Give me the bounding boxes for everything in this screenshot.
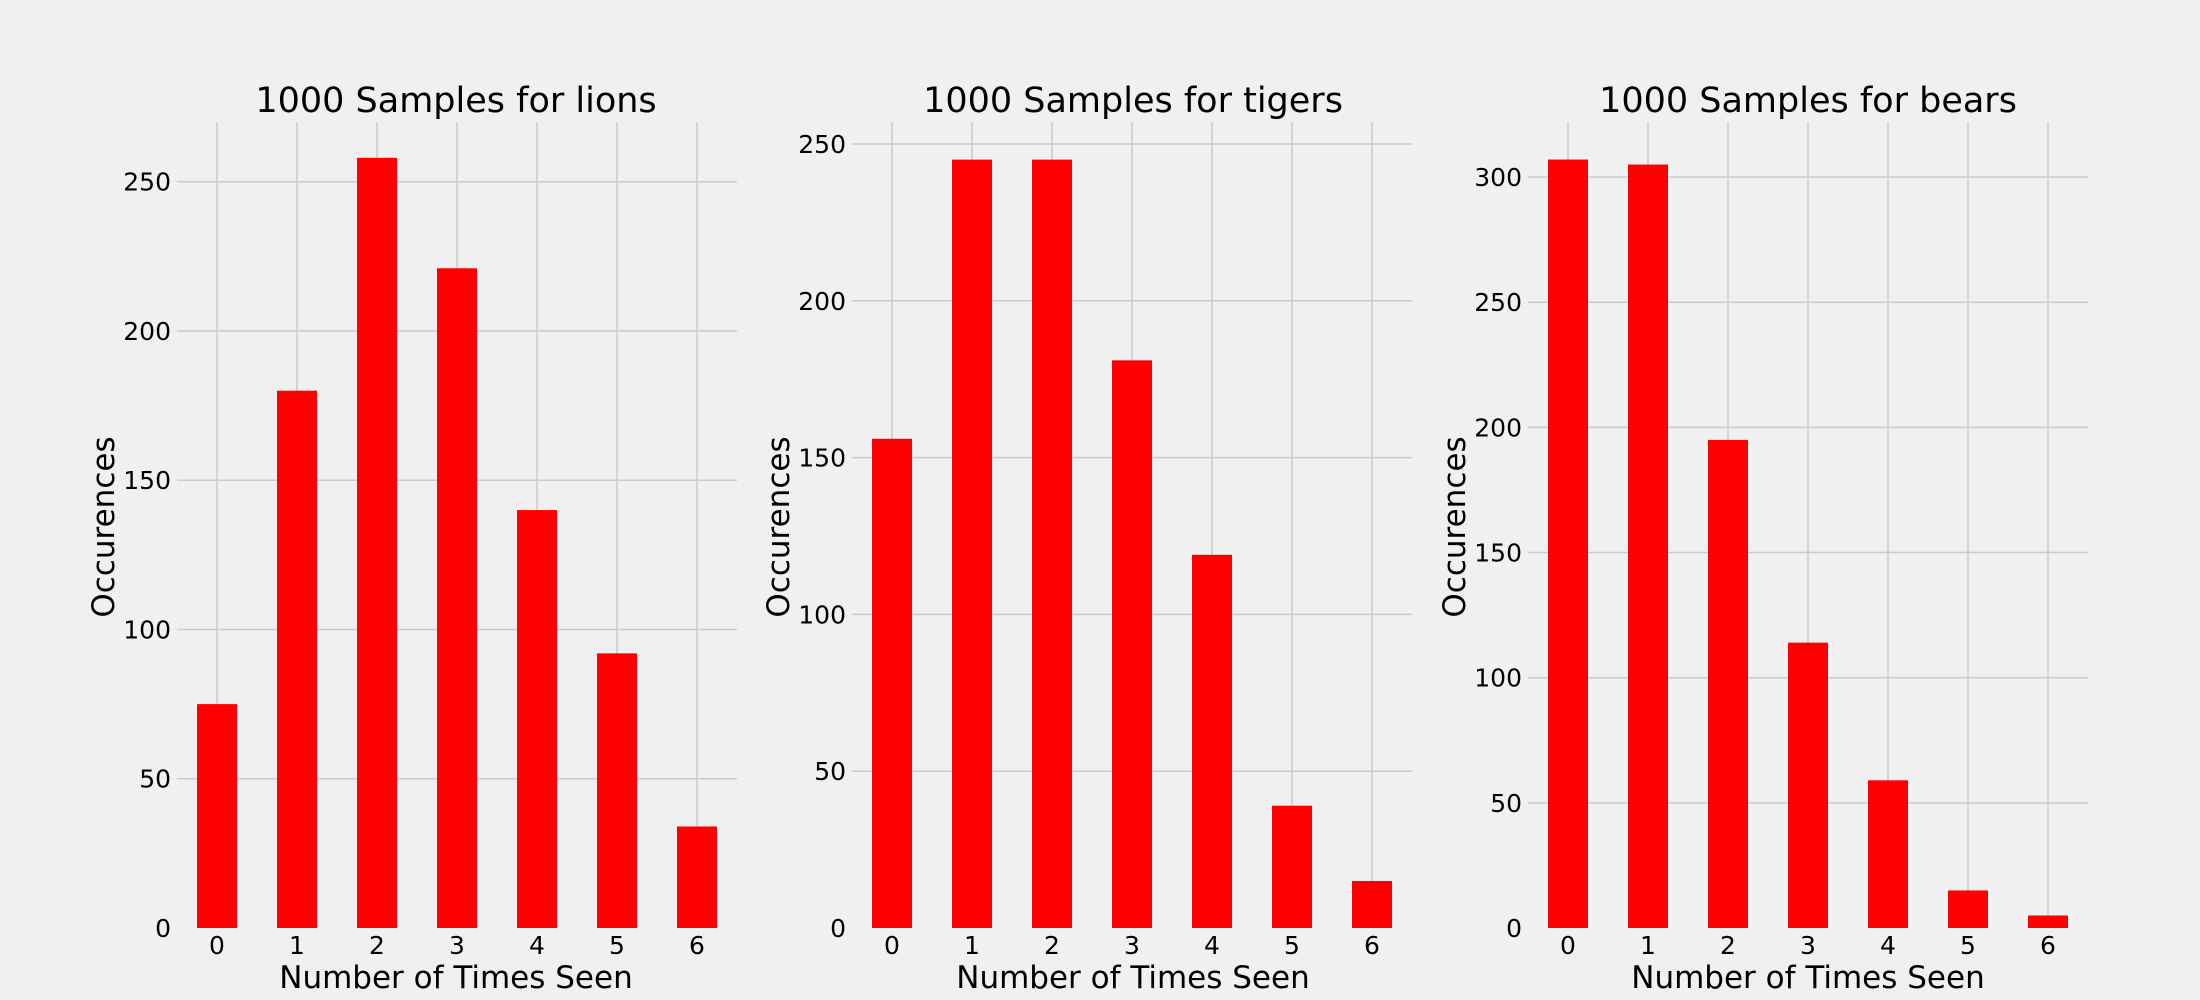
x-tick-label: 4 <box>1880 931 1896 960</box>
x-tick-label: 5 <box>609 931 625 960</box>
y-tick-label: 50 <box>139 765 171 794</box>
x-tick-label: 3 <box>1800 931 1816 960</box>
x-axis-label: Number of Times Seen <box>1631 960 1984 996</box>
bar-3 <box>437 268 477 929</box>
bar-0 <box>872 438 912 928</box>
x-tick-label: 6 <box>2040 931 2056 960</box>
x-tick-label: 6 <box>1364 931 1380 960</box>
x-tick-label: 4 <box>1204 931 1220 960</box>
chart-panel-tigers: 1000 Samples for tigers Occurences Numbe… <box>761 81 1412 996</box>
bar-5 <box>1272 805 1312 928</box>
bar-6 <box>677 826 717 928</box>
bars-layer <box>197 157 717 929</box>
chart-title: 1000 Samples for lions <box>255 81 656 121</box>
x-tick-label: 1 <box>964 931 980 960</box>
chart-title: 1000 Samples for bears <box>1599 81 2017 121</box>
bar-0 <box>1548 159 1588 929</box>
y-tick-label: 100 <box>798 600 846 629</box>
chart-panel-bears: 1000 Samples for bears Occurences Number… <box>1437 81 2088 996</box>
y-tick-label: 150 <box>123 466 171 495</box>
ticks-layer: 0 50 100 150 200 250 0 1 2 3 4 5 6 <box>123 168 705 960</box>
bars-layer <box>872 159 1392 928</box>
chart-panel-lions: 1000 Samples for lions Occurences Number… <box>86 81 737 996</box>
bar-4 <box>1868 780 1908 928</box>
y-tick-label: 250 <box>123 168 171 197</box>
x-tick-label: 2 <box>1044 931 1060 960</box>
y-tick-label: 150 <box>1474 539 1522 568</box>
bars-layer <box>1548 159 2068 929</box>
x-tick-label: 6 <box>689 931 705 960</box>
x-axis-label: Number of Times Seen <box>956 960 1309 996</box>
bar-0 <box>197 704 237 928</box>
y-tick-label: 50 <box>814 757 846 786</box>
x-tick-label: 2 <box>1720 931 1736 960</box>
bar-2 <box>357 157 397 929</box>
x-tick-label: 4 <box>529 931 545 960</box>
x-tick-label: 3 <box>1124 931 1140 960</box>
ticks-layer: 0 50 100 150 200 250 0 1 2 3 4 5 6 <box>798 130 1380 960</box>
ticks-layer: 0 50 100 150 200 250 300 0 1 2 3 4 5 6 <box>1474 163 2056 960</box>
bar-2 <box>1708 439 1748 928</box>
bar-6 <box>1352 880 1392 928</box>
x-tick-label: 5 <box>1960 931 1976 960</box>
bar-6 <box>2028 915 2068 928</box>
y-tick-label: 200 <box>123 317 171 346</box>
x-tick-label: 3 <box>449 931 465 960</box>
x-tick-label: 1 <box>1640 931 1656 960</box>
y-axis-label: Occurences <box>86 436 122 617</box>
x-tick-label: 0 <box>209 931 225 960</box>
y-tick-label: 100 <box>1474 664 1522 693</box>
y-tick-label: 250 <box>798 130 846 159</box>
y-tick-label: 250 <box>1474 288 1522 317</box>
bar-1 <box>277 390 317 929</box>
bar-1 <box>952 159 992 928</box>
bar-3 <box>1788 642 1828 928</box>
x-tick-label: 5 <box>1284 931 1300 960</box>
y-axis-label: Occurences <box>1437 436 1473 617</box>
y-axis-label: Occurences <box>761 436 797 617</box>
y-tick-label: 50 <box>1490 789 1522 818</box>
y-tick-label: 0 <box>155 914 171 943</box>
bar-2 <box>1032 159 1072 928</box>
bar-4 <box>517 510 557 928</box>
x-tick-label: 1 <box>289 931 305 960</box>
y-tick-label: 200 <box>1474 413 1522 442</box>
chart-title: 1000 Samples for tigers <box>923 81 1343 121</box>
bar-5 <box>597 653 637 928</box>
y-tick-label: 200 <box>798 287 846 316</box>
bar-4 <box>1192 554 1232 928</box>
x-tick-label: 2 <box>369 931 385 960</box>
bar-3 <box>1112 360 1152 928</box>
y-tick-label: 150 <box>798 444 846 473</box>
y-tick-label: 300 <box>1474 163 1522 192</box>
x-tick-label: 0 <box>884 931 900 960</box>
y-tick-label: 100 <box>123 615 171 644</box>
x-tick-label: 0 <box>1560 931 1576 960</box>
x-axis-label: Number of Times Seen <box>279 960 632 996</box>
y-tick-label: 0 <box>830 914 846 943</box>
bar-5 <box>1948 890 1988 928</box>
y-tick-label: 0 <box>1506 914 1522 943</box>
bar-1 <box>1628 164 1668 928</box>
